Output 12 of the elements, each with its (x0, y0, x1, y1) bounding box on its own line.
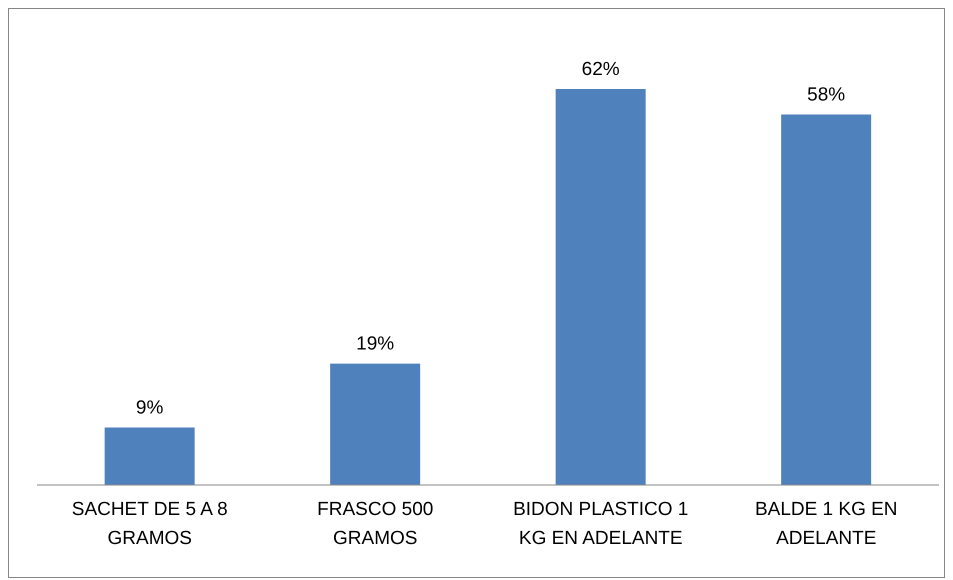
bar (556, 89, 646, 485)
x-tick-label: SACHET DE 5 A 8 GRAMOS (72, 499, 228, 549)
data-label: 58% (807, 84, 846, 106)
x-tick-label: BIDON PLASTICO 1 KG EN ADELANTE (513, 499, 688, 549)
x-tick-label: FRASCO 500 GRAMOS (317, 499, 434, 549)
bar (781, 114, 872, 485)
data-label: 9% (136, 398, 164, 419)
bar (330, 364, 420, 485)
bar (104, 428, 195, 485)
data-label: 19% (356, 334, 394, 355)
x-tick-label: BALDE 1 KG EN ADELANTE (754, 499, 898, 549)
data-label: 62% (582, 59, 620, 80)
